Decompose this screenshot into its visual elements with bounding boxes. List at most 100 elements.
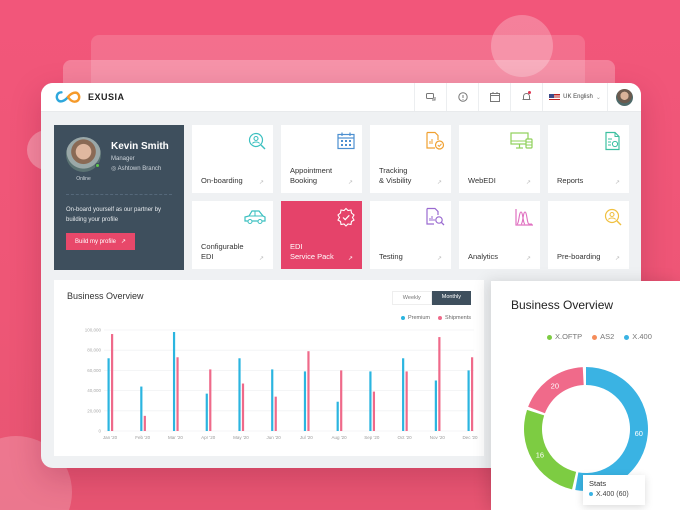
chart-title: Business Overview [67, 291, 144, 301]
build-profile-button[interactable]: Build my profile ↗ [66, 233, 136, 250]
monthly-toggle-button[interactable]: Monthly [431, 291, 471, 305]
tile-label: Testing [379, 252, 403, 261]
donut-title: Business Overview [511, 298, 614, 312]
business-overview-donut-card: Business Overview X.OFTP AS2 X.400 60 16 2… [491, 281, 680, 510]
svg-text:80,000: 80,000 [87, 348, 101, 353]
infinity-logo-icon [55, 91, 81, 103]
tile-label: EDI Service Pack [290, 242, 334, 261]
svg-text:Feb '20: Feb '20 [135, 435, 150, 440]
svg-text:Nov '20: Nov '20 [430, 435, 446, 440]
help-button[interactable] [446, 83, 478, 111]
svg-text:16: 16 [536, 451, 544, 460]
profile-card: Online Kevin Smith Manager ◎ Ashtown Bra… [54, 125, 184, 270]
arrow-up-right-icon: ↗ [121, 239, 127, 245]
calendar-icon [489, 92, 500, 102]
arrow-up-right-icon: ↗ [525, 256, 531, 262]
app-window: EXUSIA UK English ⌄ [41, 83, 641, 468]
chart-tooltip: Stats X.400 (60) [583, 475, 645, 505]
tile-label: Configurable EDI [201, 242, 244, 261]
svg-text:Jul '20: Jul '20 [300, 435, 313, 440]
svg-text:May '20: May '20 [233, 435, 249, 440]
svg-text:40,000: 40,000 [87, 388, 101, 393]
tooltip-value: X.400 (60) [596, 491, 629, 498]
arrow-up-right-icon: ↗ [525, 180, 531, 186]
tile-pre-boarding[interactable]: Pre-boarding ↗ [548, 201, 629, 269]
topbar: EXUSIA UK English ⌄ [41, 83, 641, 112]
user-search-icon [248, 132, 266, 150]
donut-legend: X.OFTP AS2 X.400 [547, 332, 652, 341]
divider [66, 194, 172, 195]
svg-text:20: 20 [551, 382, 559, 391]
legend-xoftp[interactable]: X.OFTP [547, 332, 582, 341]
profile-message: On-board yourself as our partner by buil… [66, 207, 162, 223]
svg-text:Dec '20: Dec '20 [462, 435, 478, 440]
arrow-up-right-icon: ↗ [347, 180, 353, 186]
chat-button[interactable] [414, 83, 446, 111]
legend-x400[interactable]: X.400 [624, 332, 652, 341]
arrow-up-right-icon: ↗ [347, 256, 353, 262]
calendar-button[interactable] [478, 83, 510, 111]
tile-testing[interactable]: Testing ↗ [370, 201, 451, 269]
bg-circle [491, 15, 553, 77]
tile-tracking-visibility[interactable]: Tracking & Visbility ↗ [370, 125, 451, 193]
profile-branch: Ashtown Branch [117, 166, 162, 172]
us-flag-icon [549, 94, 561, 100]
svg-text:Jun '20: Jun '20 [266, 435, 281, 440]
profile-name: Kevin Smith [111, 141, 169, 152]
tile-label: Appointment Booking [290, 166, 333, 185]
help-icon [457, 92, 468, 102]
arrow-up-right-icon: ↗ [258, 256, 264, 262]
tile-label: On-boarding [201, 176, 243, 185]
svg-text:Jan '20: Jan '20 [103, 435, 118, 440]
svg-text:60: 60 [635, 429, 643, 438]
arrow-up-right-icon: ↗ [614, 180, 620, 186]
arrow-up-right-icon: ↗ [258, 180, 264, 186]
tile-label: Pre-boarding [557, 252, 601, 261]
calendar-icon [337, 132, 355, 150]
svg-text:0: 0 [98, 429, 101, 434]
svg-text:100,000: 100,000 [85, 328, 102, 333]
build-profile-label: Build my profile [75, 238, 117, 245]
car-icon [244, 210, 266, 224]
chart-legend: Premium Shipments [400, 315, 471, 321]
svg-text:Apr '20: Apr '20 [201, 435, 216, 440]
online-indicator [95, 163, 100, 168]
notification-badge [528, 91, 531, 94]
user-search-icon [604, 208, 622, 226]
arrow-up-right-icon: ↗ [436, 180, 442, 186]
legend-as2[interactable]: AS2 [592, 332, 614, 341]
tile-reports[interactable]: Reports ↗ [548, 125, 629, 193]
notifications-button[interactable] [510, 83, 542, 111]
tooltip-title: Stats [589, 479, 607, 488]
tile-appointment-booking[interactable]: Appointment Booking ↗ [281, 125, 362, 193]
svg-text:Oct '20: Oct '20 [397, 435, 412, 440]
tile-webedi[interactable]: WebEDI ↗ [459, 125, 540, 193]
svg-text:Mar '20: Mar '20 [168, 435, 183, 440]
legend-shipments: Shipments [438, 315, 471, 321]
tile-edi-service-pack[interactable]: EDI Service Pack ↗ [281, 201, 362, 269]
profile-role: Manager [111, 156, 135, 162]
arrow-up-right-icon: ↗ [614, 256, 620, 262]
report-icon [605, 131, 620, 151]
document-check-icon [426, 131, 445, 150]
logo[interactable]: EXUSIA [41, 89, 125, 105]
tile-analytics[interactable]: Analytics ↗ [459, 201, 540, 269]
tile-label: Reports [557, 176, 584, 185]
tile-on-boarding[interactable]: On-boarding ↗ [192, 125, 273, 193]
donut-chart: 60 16 20 [524, 367, 649, 491]
weekly-toggle-button[interactable]: Weekly [391, 291, 432, 305]
language-label: UK English [563, 94, 593, 100]
language-selector[interactable]: UK English ⌄ [542, 83, 607, 111]
avatar [616, 88, 633, 106]
chat-icon [425, 92, 435, 100]
user-avatar-button[interactable] [607, 83, 641, 111]
svg-text:20,000: 20,000 [87, 408, 101, 413]
svg-text:Aug '20: Aug '20 [332, 435, 348, 440]
online-status: Online [76, 176, 91, 182]
monitor-database-icon [510, 132, 533, 149]
legend-premium: Premium [400, 315, 430, 321]
tile-configurable-edi[interactable]: Configurable EDI ↗ [192, 201, 273, 269]
bell-icon [522, 92, 531, 100]
tile-label: Tracking & Visbility [379, 166, 412, 185]
svg-text:60,000: 60,000 [87, 368, 101, 373]
